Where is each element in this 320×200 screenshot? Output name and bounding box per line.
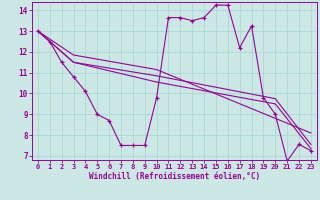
X-axis label: Windchill (Refroidissement éolien,°C): Windchill (Refroidissement éolien,°C) [89,172,260,181]
